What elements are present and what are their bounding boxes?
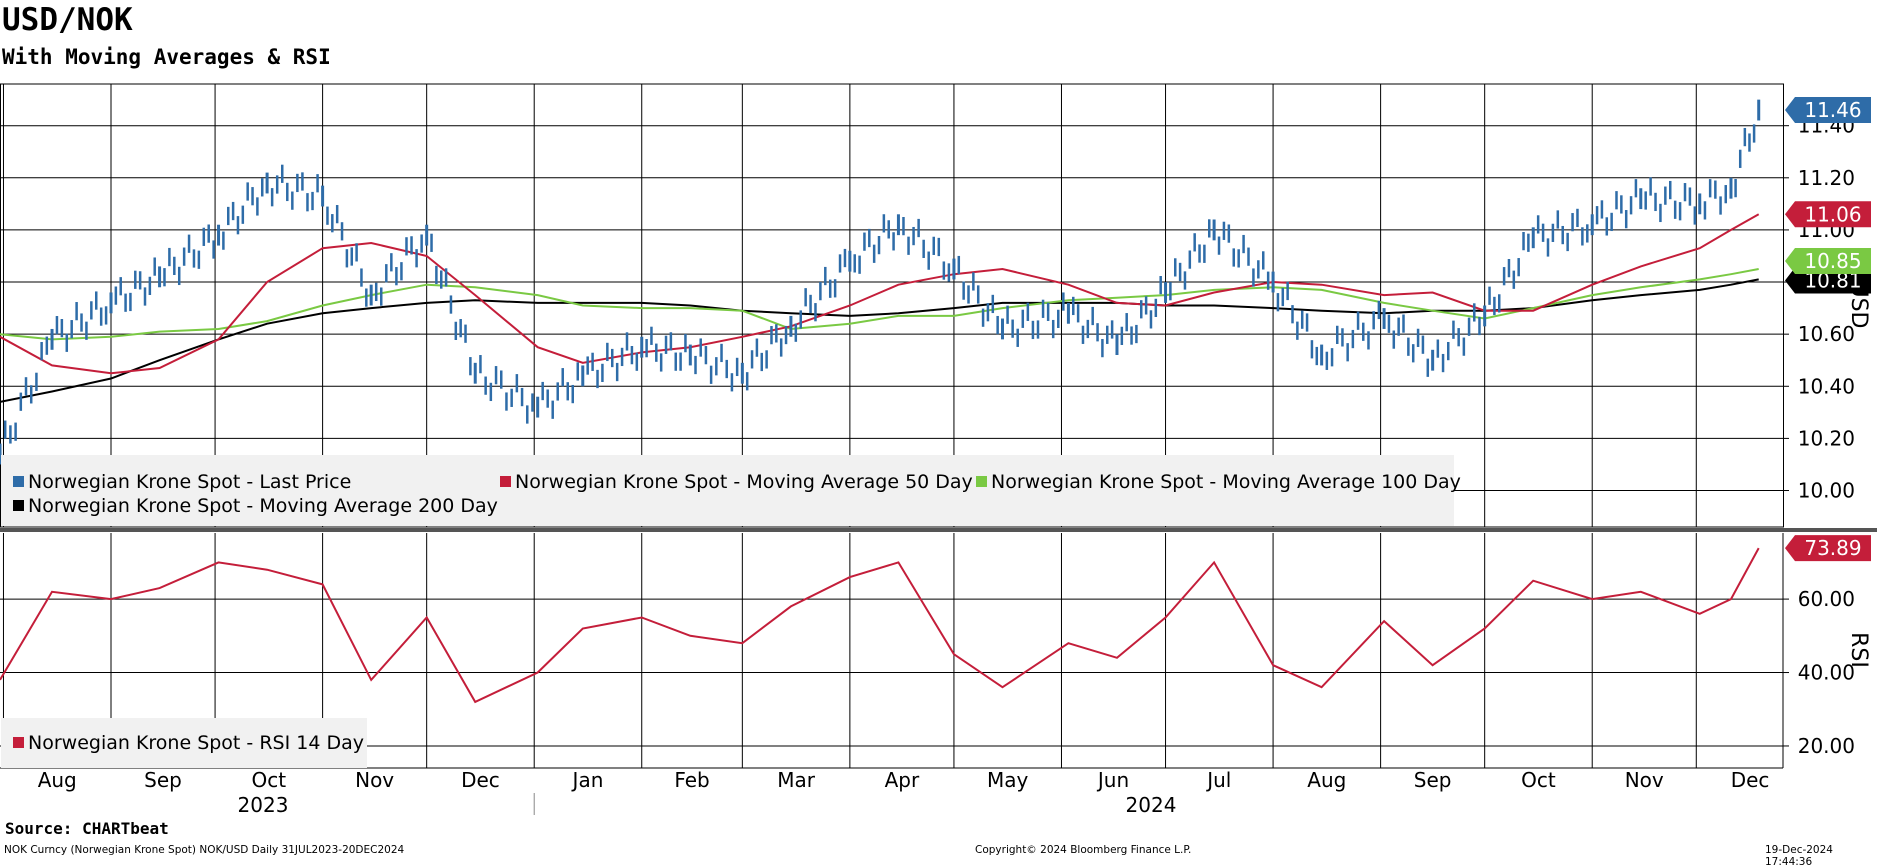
x-month-label: May — [987, 768, 1029, 792]
ma50-line — [0, 213, 1760, 375]
x-year-label: 2024 — [1126, 793, 1177, 817]
price-y-tick-label: 10.20 — [1798, 426, 1855, 450]
x-month-label: Oct — [1521, 768, 1556, 792]
value-tag-shape — [1785, 97, 1871, 124]
price-last-value-tag: 11.46 — [1785, 97, 1871, 124]
x-year-label: 2023 — [238, 793, 289, 817]
legend-ma50-swatch — [500, 476, 511, 487]
legend-last-price-swatch — [13, 476, 24, 487]
price-y-tick-label: 11.20 — [1798, 166, 1855, 190]
value-tag-text: 11.06 — [1804, 202, 1861, 226]
x-month-label: Sep — [1414, 768, 1452, 792]
x-month-label: Dec — [461, 768, 500, 792]
ma50-last-value-tag: 11.06 — [1785, 201, 1871, 228]
legend-ma200-swatch — [13, 500, 24, 511]
ma100-line — [0, 268, 1759, 341]
value-tag-text: 73.89 — [1804, 536, 1861, 560]
x-month-label: Nov — [355, 768, 394, 792]
x-month-label: Mar — [777, 768, 816, 792]
price-y-tick-label: 10.00 — [1798, 479, 1855, 503]
value-tag-shape — [1785, 535, 1871, 562]
legend-ma100-swatch — [976, 476, 987, 487]
x-month-label: Apr — [885, 768, 920, 792]
price-panel-frame — [0, 83, 1784, 528]
rsi-y-tick-label: 60.00 — [1798, 587, 1855, 611]
legend-rsi-swatch — [13, 737, 24, 748]
rsi-y-axis-title: RSI — [1846, 632, 1871, 668]
legend-rsi-label: Norwegian Krone Spot - RSI 14 Day — [28, 732, 364, 754]
rsi-legend-box — [1, 718, 367, 768]
legend-last-price-label: Norwegian Krone Spot - Last Price — [28, 471, 351, 493]
footer-copyright: Copyright© 2024 Bloomberg Finance L.P. — [975, 844, 1192, 856]
rsi-y-tick-label: 40.00 — [1798, 661, 1855, 685]
value-tag-text: 10.85 — [1804, 249, 1861, 273]
x-month-label: Jun — [1096, 768, 1129, 792]
x-month-label: Oct — [252, 768, 287, 792]
x-month-label: Sep — [144, 768, 182, 792]
x-month-label: Aug — [38, 768, 77, 792]
rsi-last-value-tag: 73.89 — [1785, 535, 1871, 562]
x-month-label: Jan — [571, 768, 604, 792]
x-month-label: Dec — [1731, 768, 1770, 792]
price-legend-box — [1, 455, 1454, 526]
rsi-y-tick-label: 20.00 — [1798, 734, 1855, 758]
rsi-line — [0, 547, 1760, 704]
ma100-last-value-tag: 10.85 — [1785, 248, 1871, 275]
x-month-label: Jul — [1205, 768, 1231, 792]
price-y-tick-label: 10.60 — [1798, 322, 1855, 346]
legend-ma50-label: Norwegian Krone Spot - Moving Average 50… — [515, 471, 973, 493]
price-y-tick-label: 10.40 — [1798, 374, 1855, 398]
footer-timestamp: 19-Dec-2024 17:44:36 — [1765, 844, 1833, 868]
value-tag-text: 11.46 — [1804, 98, 1861, 122]
value-tag-shape — [1785, 201, 1871, 228]
chart-title: USD/NOK — [2, 2, 133, 38]
value-tag-shape — [1785, 248, 1871, 275]
x-month-label: Aug — [1307, 768, 1346, 792]
x-month-label: Feb — [674, 768, 709, 792]
x-month-label: Nov — [1625, 768, 1664, 792]
chart-subtitle: With Moving Averages & RSI — [2, 45, 331, 69]
footer-ticker: NOK Curncy (Norwegian Krone Spot) NOK/US… — [4, 844, 405, 856]
source-note: Source: CHARTbeat — [5, 819, 169, 838]
legend-ma100-label: Norwegian Krone Spot - Moving Average 10… — [991, 471, 1461, 493]
price-bars — [0, 99, 1761, 465]
legend-ma200-label: Norwegian Krone Spot - Moving Average 20… — [28, 495, 498, 517]
